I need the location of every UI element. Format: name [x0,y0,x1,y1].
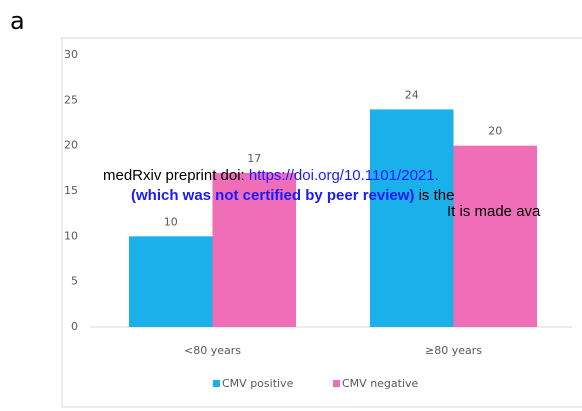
data-label: 17 [247,152,261,165]
y-tick-label: 0 [71,320,78,333]
legend-label: CMV negative [342,377,419,390]
legend-label: CMV positive [222,377,294,390]
watermark-bold: (which was not certified by peer review) [131,187,414,204]
data-label: 10 [164,215,178,228]
watermark-text: is the [414,187,454,204]
watermark-line: medRxiv preprint doi: https://doi.org/10… [103,167,439,184]
bar [370,109,454,328]
y-tick-label: 5 [71,275,78,288]
chart-frame [61,37,582,408]
watermark-text: medRxiv preprint doi: [103,167,249,184]
y-tick-label: 10 [64,229,78,242]
legend-swatch [213,380,220,387]
y-tick-label: 15 [64,184,78,197]
watermark-line: (which was not certified by peer review)… [131,187,454,204]
x-tick-label: ≥80 years [425,344,482,357]
panel-label: a [10,7,25,35]
watermark-link: https://doi.org/10.1101/2021. [249,167,439,184]
data-label: 24 [405,88,419,101]
x-tick-label: <80 years [184,344,241,357]
bar [212,172,296,327]
legend-swatch [333,380,340,387]
watermark-text: It is made ava [447,203,541,220]
bar [453,145,537,327]
data-label: 20 [488,125,502,138]
bar [129,236,213,327]
plot-area: 0 5 10 15 20 25 30 <80 years 10 17 ≥80 years 24 20 CM… [64,48,572,390]
y-tick-label: 20 [64,139,78,152]
y-tick-label: 25 [64,93,78,106]
y-tick-label: 30 [64,48,78,61]
